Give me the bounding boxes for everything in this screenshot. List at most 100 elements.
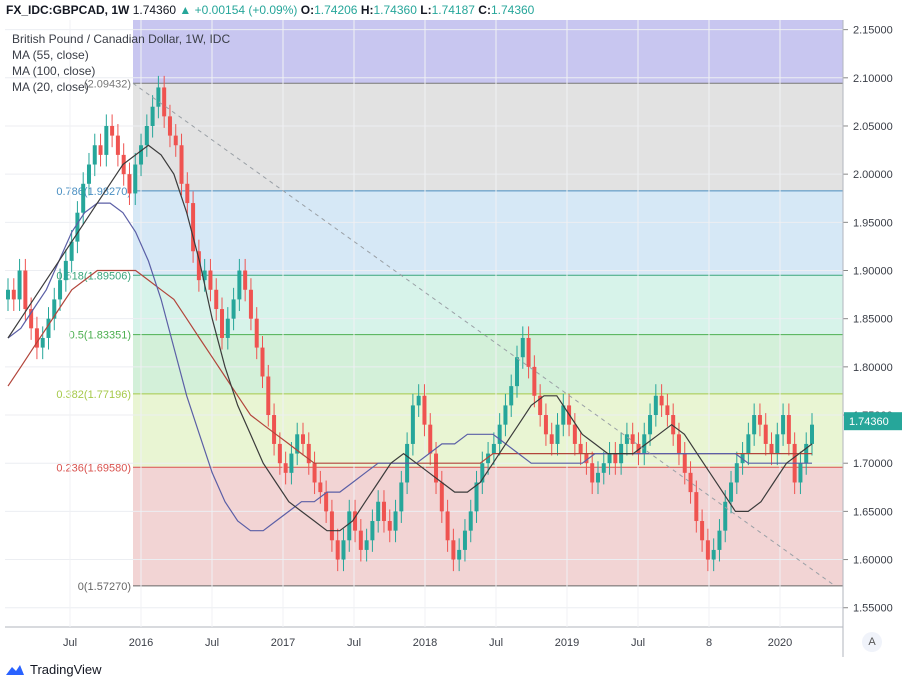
candle-body (769, 443, 774, 454)
candle-body (509, 386, 514, 406)
candle-body (335, 540, 340, 560)
candle-body (578, 443, 583, 454)
fib-level-label: (2.09432) (84, 78, 131, 90)
candle-body (538, 395, 543, 416)
y-tick-label: 2.10000 (853, 73, 893, 85)
candle-body (272, 415, 277, 444)
high-label: H: (360, 3, 374, 17)
candle-body (671, 415, 676, 435)
candle-body (381, 501, 386, 522)
fib-level-label: 0.618(1.89506) (56, 270, 131, 282)
symbol-title[interactable]: FX_IDC:GBPCAD, 1W (6, 3, 130, 17)
candle-body (231, 299, 236, 319)
candle-body (798, 463, 803, 483)
y-tick-label: 1.70000 (853, 458, 893, 470)
candle-body (34, 328, 39, 348)
x-tick-label: Jul (347, 637, 361, 649)
candle-body (185, 183, 190, 204)
candle-body (630, 434, 635, 444)
candle-body (763, 424, 768, 444)
candle-body (682, 453, 687, 473)
candle-body (283, 463, 288, 473)
up-arrow-icon: ▲ (179, 3, 192, 17)
candle-body (300, 434, 305, 444)
candle-body (318, 482, 323, 493)
candle-body (572, 424, 577, 444)
price-label-box (844, 412, 902, 431)
candle-body (729, 482, 734, 502)
x-tick-label: Jul (489, 637, 503, 649)
candle-body (648, 415, 653, 435)
candle-body (46, 318, 51, 338)
candle-body (532, 366, 537, 396)
candle-body (237, 270, 242, 300)
low-value: 1.74187 (431, 3, 475, 17)
candle-body (601, 463, 606, 473)
y-tick-label: 1.90000 (853, 266, 893, 278)
candle-body (214, 289, 219, 310)
candle-body (549, 434, 554, 444)
candle-body (98, 145, 103, 155)
y-tick-label: 1.95000 (853, 217, 893, 229)
candle-body (462, 530, 467, 550)
candle-body (659, 395, 664, 406)
candle-body (191, 203, 196, 252)
candle-body (416, 395, 421, 406)
candle-body (115, 135, 120, 155)
ma55-line (7, 144, 813, 532)
candle-body (324, 492, 329, 512)
close-label: C: (478, 3, 491, 17)
candle-body (723, 501, 728, 531)
candle-body (393, 511, 398, 531)
candle-body (370, 521, 375, 541)
y-tick-label: 1.80000 (853, 362, 893, 374)
auto-scale-button[interactable]: A (862, 632, 882, 652)
candle-body (266, 376, 271, 416)
fib-level-label: 0.382(1.77196) (56, 389, 131, 401)
candle-body (260, 347, 265, 377)
candle-body (607, 453, 612, 464)
candle-body (144, 125, 149, 146)
candle-body (81, 183, 86, 213)
candle-body (150, 106, 155, 126)
legend-ma55[interactable]: MA (55, close) (12, 48, 89, 62)
candle-body (711, 549, 716, 560)
candle-body (29, 309, 34, 329)
candle-body (526, 337, 531, 367)
brand-name: TradingView (30, 662, 102, 677)
fib-level-label: 0.236(1.69580) (56, 462, 131, 474)
candle-body (497, 424, 502, 444)
legend-ma100[interactable]: MA (100, close) (12, 64, 96, 78)
candle-body (457, 549, 462, 560)
price-label-text: 1.74360 (849, 416, 889, 428)
candle-body (428, 424, 433, 454)
candle-body (358, 530, 363, 550)
candle-body (746, 434, 751, 454)
candle-body (810, 424, 814, 444)
candle-body (439, 482, 444, 512)
high-value: 1.74360 (373, 3, 417, 17)
candle-body (734, 463, 739, 483)
candle-body (162, 87, 167, 117)
open-value: 1.74206 (314, 3, 358, 17)
fib-level-label: 0(1.57270) (78, 581, 131, 593)
y-tick-label: 2.00000 (853, 169, 893, 181)
candle-body (347, 511, 352, 541)
legend-ma20[interactable]: MA (20, close) (12, 80, 89, 94)
candle-body (665, 405, 670, 416)
candle-body (86, 164, 91, 184)
candle-body (642, 434, 647, 454)
y-tick-label: 1.60000 (853, 555, 893, 567)
tradingview-logo[interactable]: TradingView (4, 662, 102, 677)
x-tick-label: 2016 (129, 637, 153, 649)
candle-body (58, 280, 63, 300)
fib-zone (133, 190, 843, 276)
candle-body (196, 251, 201, 281)
candle-body (717, 530, 722, 550)
legend-series-title[interactable]: British Pound / Canadian Dollar, 1W, IDC (12, 32, 231, 46)
candle-body (220, 309, 225, 338)
candle-body (474, 482, 479, 512)
fib-zone (133, 334, 843, 394)
candle-body (410, 405, 415, 444)
